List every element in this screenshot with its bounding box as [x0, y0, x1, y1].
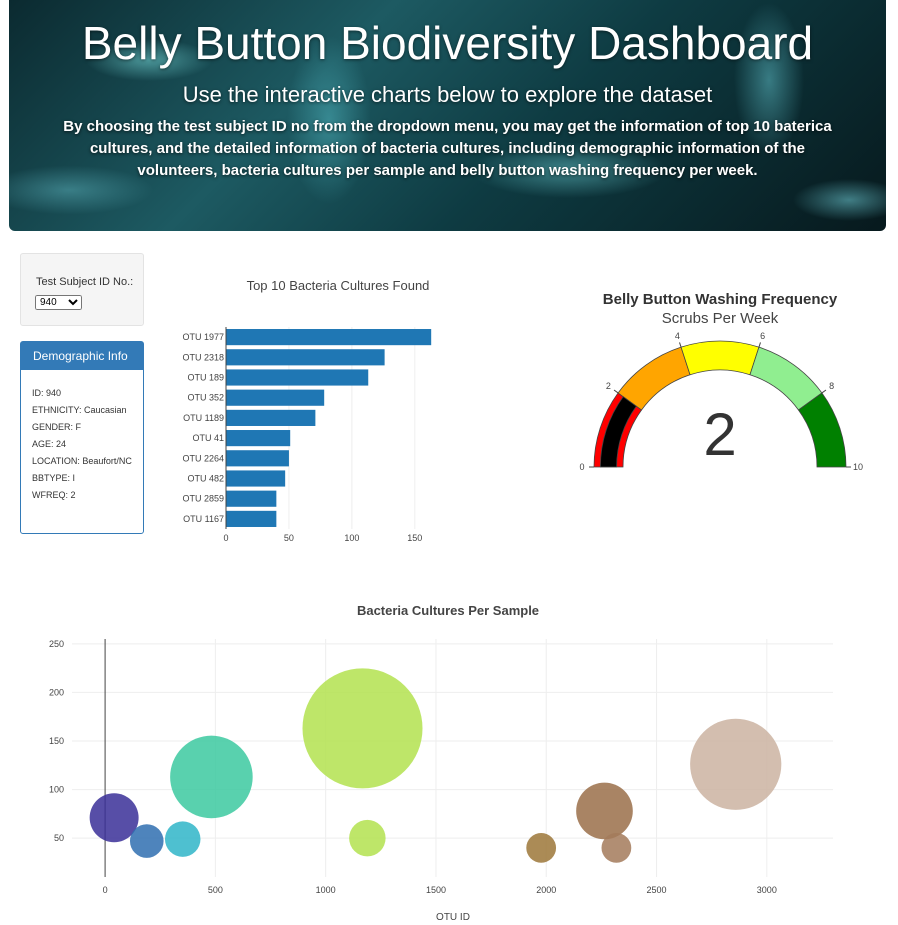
bubble-point — [89, 793, 139, 843]
bubble-point — [129, 824, 164, 858]
bar-category-label: OTU 352 — [187, 393, 224, 403]
bubble-x-tick-label: 500 — [208, 885, 223, 895]
gauge-tick — [821, 389, 827, 394]
gauge-step — [680, 340, 760, 376]
bar-x-tick-label: 100 — [344, 533, 359, 543]
demographic-line: LOCATION: Beaufort/NC — [32, 456, 132, 466]
bubble-y-tick-label: 50 — [54, 833, 64, 843]
bar — [226, 450, 289, 467]
bubble-x-tick-label: 0 — [103, 885, 108, 895]
bubble-point — [690, 718, 782, 810]
demographic-line: AGE: 24 — [32, 439, 67, 449]
bubble-x-tick-label: 1000 — [316, 885, 336, 895]
bar — [226, 349, 385, 366]
bar — [226, 329, 432, 346]
gauge-tick-label: 0 — [579, 462, 584, 472]
page-description: By choosing the test subject ID no from … — [63, 118, 832, 179]
bar-chart: Top 10 Bacteria Cultures Found 0 50 100 150… — [182, 278, 432, 543]
bubble-x-tick-label: 3000 — [757, 885, 777, 895]
bar — [226, 490, 277, 507]
gauge-tick-label: 6 — [760, 331, 765, 341]
gauge-title: Belly Button Washing Frequency — [603, 291, 838, 308]
bar-category-label: OTU 1189 — [183, 413, 224, 423]
bubble-point — [576, 782, 633, 840]
gauge-tick — [758, 342, 761, 348]
demographic-line: ETHNICITY: Caucasian — [32, 405, 127, 415]
page-title: Belly Button Biodiversity Dashboard — [81, 17, 814, 69]
gauge-tick — [679, 342, 682, 348]
bubble-point — [302, 668, 423, 789]
bubble-point — [601, 832, 632, 863]
bar — [226, 470, 286, 487]
bubble-point — [349, 819, 386, 857]
bar — [226, 409, 316, 426]
subject-selector-card: Test Subject ID No.: 940 — [20, 253, 144, 326]
bubble-chart: Bacteria Cultures Per Sample OTU ID 0 500… — [49, 603, 833, 923]
bar-category-label: OTU 2318 — [182, 352, 224, 362]
demographic-line: BBTYPE: I — [32, 473, 76, 483]
demographic-info-body: ID: 940 ETHNICITY: Caucasian GENDER: F AGE:… — [21, 370, 143, 500]
bubble-x-tick-label: 2000 — [536, 885, 556, 895]
gauge-tick — [613, 389, 619, 394]
bubble-point — [164, 821, 201, 857]
bubble-y-tick-label: 200 — [49, 687, 64, 697]
bubble-x-tick-label: 1500 — [426, 885, 446, 895]
bar — [226, 510, 277, 527]
bar-category-label: OTU 1167 — [183, 514, 224, 524]
gauge-subtitle: Scrubs Per Week — [662, 310, 779, 327]
gauge-tick-label: 10 — [853, 462, 863, 472]
demographic-info-panel: Demographic Info ID: 940 ETHNICITY: Cauca… — [20, 341, 144, 534]
gauge-value-bar — [599, 396, 637, 468]
gauge-tick-label: 4 — [675, 331, 680, 341]
bar-x-tick-label: 50 — [284, 533, 294, 543]
bar — [226, 430, 291, 447]
bubble-y-tick-label: 250 — [49, 639, 64, 649]
bar-category-label: OTU 1977 — [182, 332, 224, 342]
bar — [226, 369, 369, 386]
bubble-y-tick-label: 100 — [49, 785, 64, 795]
bubble-x-axis-label: OTU ID — [436, 912, 470, 923]
gauge-value-label: 2 — [703, 401, 736, 468]
bubble-x-tick-label: 2500 — [647, 885, 667, 895]
bar-chart-title: Top 10 Bacteria Cultures Found — [247, 278, 430, 293]
bar — [226, 389, 325, 406]
bar-category-label: OTU 41 — [192, 433, 224, 443]
bar-category-label: OTU 2859 — [182, 494, 224, 504]
page-subtitle: Use the interactive charts below to expl… — [182, 82, 713, 107]
subject-selector-label: Test Subject ID No.: — [36, 276, 134, 288]
bar-x-tick-label: 150 — [407, 533, 422, 543]
demographic-line: WFREQ: 2 — [32, 490, 76, 500]
gauge-chart: Belly Button Washing Frequency Scrubs Pe… — [579, 291, 863, 472]
bar-category-label: OTU 482 — [187, 474, 224, 484]
demographic-line: ID: 940 — [32, 388, 62, 398]
bubble-chart-title: Bacteria Cultures Per Sample — [357, 603, 539, 618]
bubble-point — [170, 735, 253, 819]
bubble-point — [526, 832, 557, 863]
demographic-info-title: Demographic Info — [21, 342, 143, 370]
bar-x-tick-label: 0 — [223, 533, 228, 543]
gauge-tick-label: 8 — [829, 381, 834, 391]
gauge-tick-label: 2 — [606, 381, 611, 391]
bubble-y-tick-label: 150 — [49, 736, 64, 746]
subject-id-dropdown[interactable]: 940 — [35, 295, 82, 310]
header-banner: Belly Button Biodiversity Dashboard Use … — [9, 0, 886, 231]
demographic-line: GENDER: F — [32, 422, 82, 432]
bar-category-label: OTU 189 — [187, 373, 224, 383]
gauge-step — [797, 392, 847, 468]
bar-category-label: OTU 2264 — [182, 453, 224, 463]
